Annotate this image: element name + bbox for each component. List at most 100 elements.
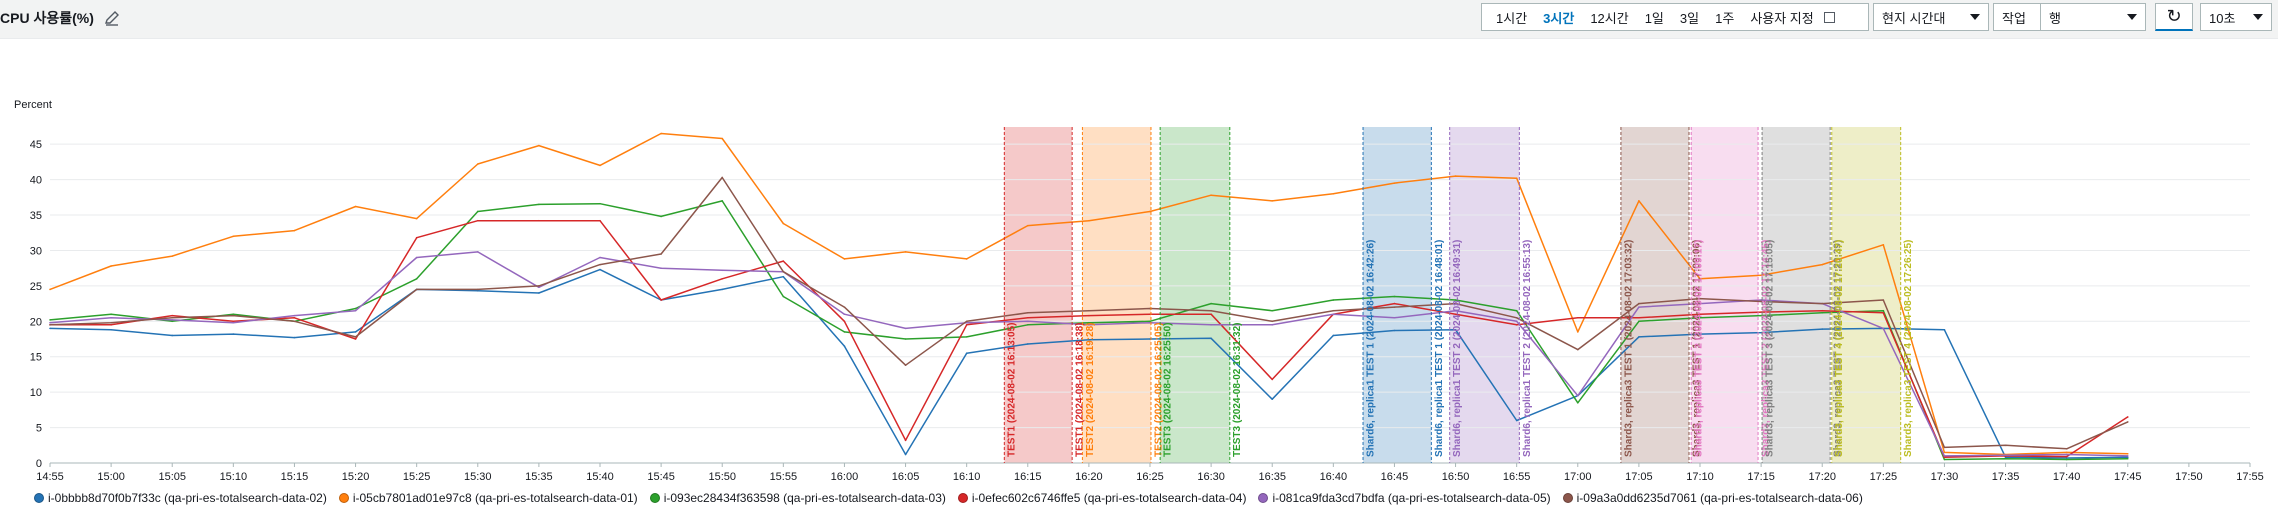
data-point <box>354 307 357 310</box>
data-point <box>904 439 907 442</box>
data-point <box>1821 302 1824 305</box>
x-tick-label: 15:25 <box>403 471 431 483</box>
x-tick-label: 15:00 <box>97 471 125 483</box>
data-point <box>293 314 296 317</box>
legend-item[interactable]: i-093ec28434f363598 (qa-pri-es-totalsear… <box>649 491 946 505</box>
calendar-icon[interactable] <box>1823 11 1835 23</box>
data-point <box>1088 321 1090 324</box>
legend-item[interactable]: i-09a3a0dd6235d7061 (qa-pri-es-totalsear… <box>1562 491 1863 505</box>
data-point <box>354 205 357 208</box>
data-point <box>354 309 357 312</box>
data-point <box>354 338 357 340</box>
legend-item[interactable]: i-081ca9fda3cd7bdfa (qa-pri-es-totalsear… <box>1258 491 1551 505</box>
data-point <box>1943 329 1946 331</box>
timezone-dropdown[interactable]: 현지 시간대 <box>1873 3 1989 31</box>
x-tick-label: 14:55 <box>36 471 64 483</box>
data-point <box>1088 309 1090 312</box>
data-point <box>782 295 785 298</box>
legend-swatch <box>957 493 968 503</box>
legend-item[interactable]: i-0bbbb8d70f0b7f33c (qa-pri-es-totalsear… <box>34 491 327 505</box>
data-point <box>782 222 785 225</box>
data-point <box>965 324 968 326</box>
range-3d-button[interactable]: 3일 <box>1679 10 1700 26</box>
legend-item[interactable]: i-05cb7801ad01e97c8 (qa-pri-es-totalsear… <box>338 491 638 505</box>
data-point <box>538 219 540 222</box>
data-point <box>1576 348 1579 351</box>
data-point <box>476 219 479 222</box>
legend-label: i-05cb7801ad01e97c8 (qa-pri-es-totalsear… <box>352 491 638 505</box>
refresh-button[interactable]: ↻ <box>2155 3 2193 31</box>
data-point <box>1026 316 1029 319</box>
data-point <box>110 321 112 324</box>
data-point <box>171 255 174 257</box>
data-point <box>232 235 235 238</box>
y-tick-label: 45 <box>30 139 42 151</box>
data-point <box>415 288 418 291</box>
data-point <box>1760 274 1762 277</box>
legend-item[interactable]: i-0efec602c6746ffe5 (qa-pri-es-totalsear… <box>957 491 1246 505</box>
row-label: 행 <box>2049 10 2061 26</box>
data-point <box>965 352 968 354</box>
data-point <box>660 215 662 218</box>
data-point <box>476 288 479 291</box>
data-point <box>599 268 601 271</box>
data-point <box>1149 321 1151 324</box>
data-point <box>904 453 907 456</box>
data-point <box>1026 320 1029 323</box>
data-point <box>599 164 601 167</box>
annotation-label: TEST3 (2024-08-02 16:25:50) <box>1163 322 1174 457</box>
data-point <box>1760 314 1762 317</box>
annotation-label: Shard3, replica3 TEST 4 (2024-08-02 17:2… <box>1834 240 1845 457</box>
data-point <box>1149 210 1151 213</box>
data-point <box>782 270 785 273</box>
data-point <box>1271 200 1274 202</box>
range-1d-button[interactable]: 1일 <box>1644 10 1664 26</box>
data-point <box>1515 309 1518 312</box>
annotation-label: Shard3, replica3 TEST 2 (2024-08-02 17:0… <box>1694 240 1705 457</box>
data-point <box>171 320 174 323</box>
data-point <box>476 290 479 292</box>
data-point <box>1515 324 1518 326</box>
data-point <box>354 336 357 338</box>
legend-swatch <box>649 493 660 503</box>
data-point <box>171 334 174 337</box>
x-tick-label: 17:00 <box>1564 471 1592 483</box>
x-tick-label: 17:35 <box>1992 471 2020 483</box>
data-point <box>415 236 418 239</box>
data-point <box>1638 302 1640 305</box>
data-point <box>1821 309 1824 312</box>
data-point <box>1210 302 1212 305</box>
data-point <box>782 275 785 278</box>
x-tick-label: 16:50 <box>1442 471 1470 483</box>
annotation-label: Shard6, replica1 TEST 2 (2024-08-02 16:4… <box>1452 240 1463 457</box>
data-point <box>965 258 968 260</box>
range-12h-button[interactable]: 12시간 <box>1590 10 1629 26</box>
x-tick-label: 15:20 <box>342 471 370 483</box>
data-point <box>782 260 785 262</box>
data-point <box>843 306 846 308</box>
annotation-label: Shard3, replica3 TEST 3 (2024-08-02 17:2… <box>1833 240 1844 457</box>
data-point <box>1943 446 1946 449</box>
data-point <box>354 331 357 333</box>
data-point <box>1882 309 1885 312</box>
x-tick-label: 15:30 <box>464 471 492 483</box>
annotation-label: TEST2 (2024-08-02 16:19:28) <box>1085 322 1096 457</box>
data-point <box>293 320 296 323</box>
refresh-interval-dropdown[interactable]: 10초 <box>2200 3 2272 31</box>
data-point <box>2065 457 2068 459</box>
legend-label: i-09a3a0dd6235d7061 (qa-pri-es-totalsear… <box>1576 491 1863 505</box>
data-point <box>1026 224 1029 227</box>
row-dropdown[interactable]: 행 <box>2040 3 2146 31</box>
range-1w-button[interactable]: 1주 <box>1715 10 1735 26</box>
data-point <box>293 316 296 319</box>
range-1h-button[interactable]: 1시간 <box>1496 10 1528 26</box>
range-3h-button[interactable]: 3시간 <box>1543 10 1575 26</box>
edit-pencil-icon[interactable] <box>104 10 120 26</box>
data-point <box>1393 329 1396 332</box>
x-tick-label: 17:05 <box>1625 471 1653 483</box>
data-point <box>49 324 51 326</box>
range-custom-button[interactable]: 사용자 지정 <box>1750 10 1814 26</box>
legend-label: i-081ca9fda3cd7bdfa (qa-pri-es-totalsear… <box>1272 491 1551 505</box>
data-point <box>721 277 724 280</box>
y-tick-label: 40 <box>30 175 42 187</box>
